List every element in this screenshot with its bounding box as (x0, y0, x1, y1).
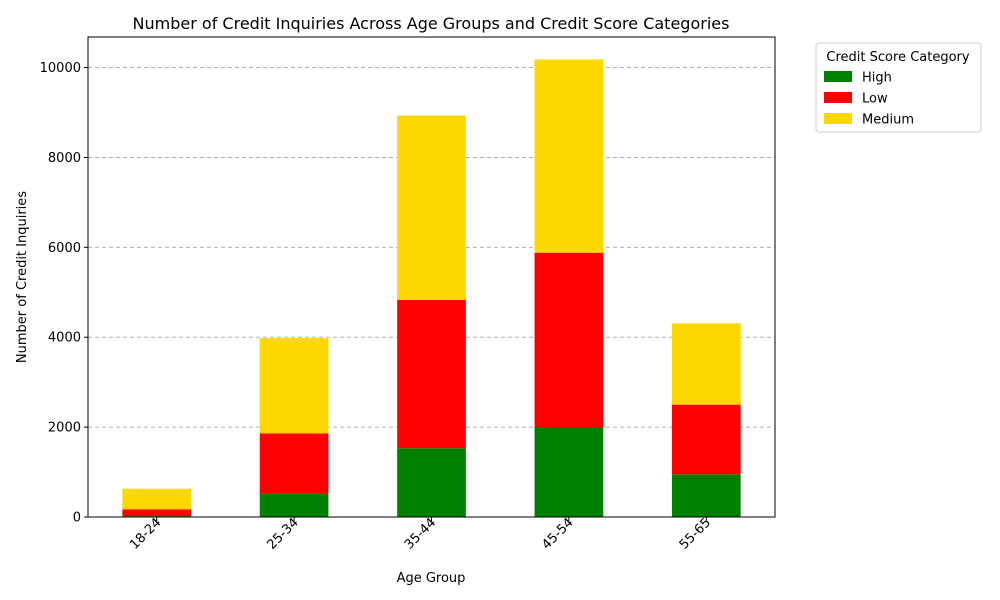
bar-medium-35-44 (397, 115, 466, 300)
bar-medium-25-34 (259, 338, 329, 434)
chart-title: Number of Credit Inquiries Across Age Gr… (133, 14, 730, 33)
x-tick-label: 55-65 (677, 515, 714, 552)
legend-items: High Low Medium (824, 71, 914, 128)
y-tick-label: 8000 (48, 151, 81, 166)
y-tick-label: 6000 (48, 241, 81, 256)
x-tick-label: 25-34 (264, 515, 301, 552)
y-tick-label: 0 (73, 511, 81, 526)
legend-frame (815, 42, 982, 133)
bar-high-55-65 (671, 474, 741, 517)
bars (122, 59, 741, 517)
bar-low-25-34 (259, 433, 329, 494)
legend-swatch-medium (824, 113, 852, 124)
legend-swatch-high (824, 71, 852, 82)
bar-medium-55-65 (671, 323, 741, 405)
y-tick-label: 4000 (48, 331, 81, 346)
y-tick-label: 10000 (40, 61, 81, 76)
x-axis-label: Age Group (397, 571, 466, 586)
bar-low-55-65 (671, 404, 741, 475)
legend-label-medium: Medium (862, 113, 914, 128)
bar-low-18-24 (122, 509, 192, 517)
bar-low-45-54 (534, 252, 604, 429)
legend-label-low: Low (862, 92, 888, 107)
y-tick-label: 2000 (48, 421, 81, 436)
y-axis-label: Number of Credit Inquiries (15, 191, 30, 363)
plot-frame (87, 36, 776, 518)
bar-high-45-54 (534, 428, 604, 517)
bar-high-35-44 (397, 448, 466, 517)
legend-label-high: High (862, 71, 892, 86)
bar-medium-45-54 (534, 59, 604, 253)
legend-title: Credit Score Category (826, 50, 969, 65)
x-tick-label: 45-54 (539, 515, 576, 552)
legend-swatch-low (824, 92, 852, 103)
x-tick-label: 35-44 (402, 515, 439, 552)
legend: Credit Score Category High Low Medium (815, 42, 982, 133)
bar-medium-18-24 (122, 488, 192, 510)
bar-low-35-44 (397, 299, 466, 449)
x-tick-label: 18-24 (127, 515, 164, 552)
bar-high-25-34 (259, 493, 329, 517)
